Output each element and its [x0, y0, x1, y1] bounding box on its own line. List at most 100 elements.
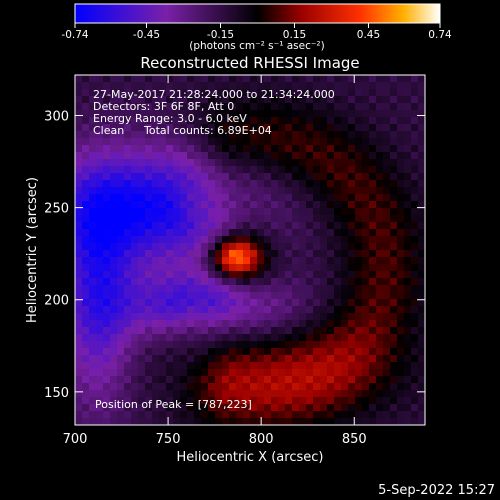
heatmap-cell [299, 222, 307, 230]
heatmap-cell [285, 138, 293, 146]
heatmap-cell [369, 229, 377, 237]
heatmap-cell [194, 355, 202, 363]
heatmap-cell [222, 369, 230, 377]
heatmap-cell [194, 96, 202, 104]
heatmap-cell [138, 117, 146, 125]
heatmap-cell [138, 418, 146, 426]
heatmap-cell [383, 292, 391, 300]
heatmap-cell [82, 243, 90, 251]
heatmap-cell [334, 152, 342, 160]
heatmap-cell [166, 180, 174, 188]
heatmap-cell [103, 243, 111, 251]
heatmap-cell [124, 208, 132, 216]
heatmap-cell [306, 152, 314, 160]
heatmap-cell [124, 390, 132, 398]
heatmap-cell [299, 341, 307, 349]
heatmap-cell [264, 383, 272, 391]
heatmap-cell [201, 117, 209, 125]
heatmap-cell [383, 124, 391, 132]
heatmap-cell [250, 250, 258, 258]
heatmap-cell [173, 327, 181, 335]
heatmap-cell [222, 208, 230, 216]
heatmap-cell [222, 327, 230, 335]
heatmap-cell [278, 110, 286, 118]
heatmap-cell [89, 201, 97, 209]
heatmap-cell [313, 82, 321, 90]
heatmap-cell [264, 313, 272, 321]
heatmap-cell [264, 348, 272, 356]
heatmap-cell [299, 390, 307, 398]
heatmap-cell [341, 390, 349, 398]
heatmap-cell [145, 390, 153, 398]
heatmap-cell [103, 285, 111, 293]
heatmap-cell [278, 215, 286, 223]
heatmap-cell [215, 285, 223, 293]
heatmap-cell [376, 278, 384, 286]
heatmap-cell [145, 124, 153, 132]
heatmap-cell [278, 243, 286, 251]
heatmap-cell [103, 208, 111, 216]
heatmap-cell [292, 96, 300, 104]
heatmap-cell [313, 306, 321, 314]
heatmap-cell [418, 404, 426, 412]
heatmap-cell [278, 348, 286, 356]
heatmap-cell [383, 418, 391, 426]
heatmap-cell [117, 201, 125, 209]
heatmap-cell [390, 110, 398, 118]
heatmap-cell [110, 110, 118, 118]
heatmap-cell [75, 180, 83, 188]
heatmap-cell [250, 145, 258, 153]
heatmap-cell [341, 159, 349, 167]
heatmap-cell [236, 138, 244, 146]
heatmap-cell [334, 229, 342, 237]
heatmap-cell [166, 411, 174, 419]
heatmap-cell [215, 236, 223, 244]
heatmap-cell [96, 82, 104, 90]
heatmap-cell [180, 362, 188, 370]
heatmap-cell [306, 376, 314, 384]
heatmap-cell [404, 180, 412, 188]
heatmap-cell [89, 271, 97, 279]
heatmap-cell [341, 89, 349, 97]
heatmap-cell [159, 180, 167, 188]
heatmap-cell [404, 159, 412, 167]
heatmap-cell [222, 82, 230, 90]
heatmap-cell [285, 201, 293, 209]
heatmap-cell [82, 306, 90, 314]
heatmap-cell [194, 208, 202, 216]
heatmap-cell [243, 180, 251, 188]
heatmap-cell [96, 152, 104, 160]
heatmap-cell [124, 306, 132, 314]
heatmap-cell [222, 404, 230, 412]
heatmap-cell [418, 96, 426, 104]
heatmap-cell [180, 75, 188, 83]
heatmap-cell [348, 313, 356, 321]
heatmap-cell [117, 131, 125, 139]
heatmap-cell [222, 117, 230, 125]
heatmap-cell [271, 103, 279, 111]
heatmap-cell [159, 159, 167, 167]
heatmap-cell [397, 96, 405, 104]
heatmap-cell [82, 285, 90, 293]
heatmap-cell [418, 278, 426, 286]
heatmap-cell [152, 222, 160, 230]
heatmap-cell [75, 369, 83, 377]
heatmap-cell [397, 145, 405, 153]
heatmap-cell [208, 222, 216, 230]
heatmap-cell [397, 334, 405, 342]
heatmap-cell [369, 369, 377, 377]
heatmap-cell [166, 257, 174, 265]
heatmap-cell [418, 201, 426, 209]
heatmap-cell [306, 271, 314, 279]
heatmap-cell [299, 187, 307, 195]
heatmap-cell [82, 271, 90, 279]
heatmap-cell [145, 187, 153, 195]
heatmap-cell [369, 418, 377, 426]
heatmap-cell [285, 75, 293, 83]
heatmap-cell [201, 383, 209, 391]
heatmap-cell [299, 180, 307, 188]
heatmap-cell [152, 117, 160, 125]
heatmap-cell [201, 285, 209, 293]
heatmap-cell [89, 82, 97, 90]
heatmap-cell [229, 369, 237, 377]
